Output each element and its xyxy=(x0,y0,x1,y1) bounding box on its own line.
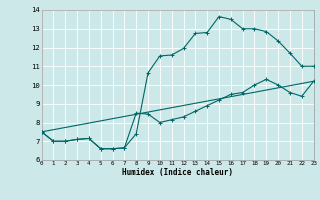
X-axis label: Humidex (Indice chaleur): Humidex (Indice chaleur) xyxy=(122,168,233,177)
